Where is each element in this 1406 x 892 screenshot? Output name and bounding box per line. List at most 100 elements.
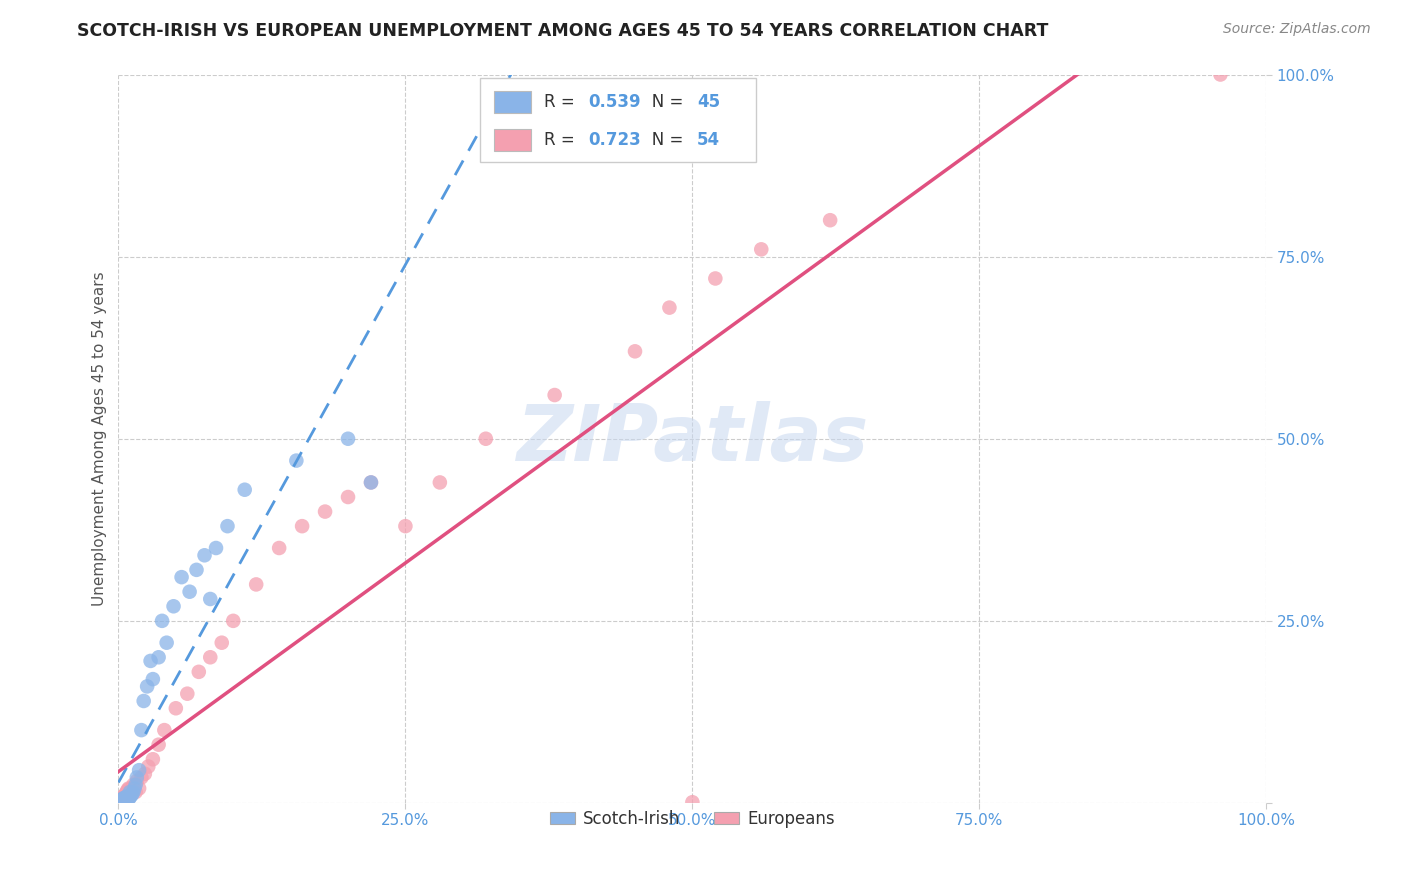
Point (117, 792, 139, 806)
Point (111, 792, 134, 806)
Point (200, 592, 222, 607)
Point (112, 790, 135, 805)
Point (291, 519, 314, 533)
Point (314, 505, 336, 519)
Point (117, 782, 139, 797)
Point (118, 789, 141, 803)
Point (474, 432, 496, 446)
Point (108, 795, 131, 809)
Point (429, 475, 451, 490)
Point (162, 599, 184, 614)
Text: N =: N = (636, 131, 689, 149)
Point (115, 785, 138, 799)
Point (111, 793, 134, 807)
Point (108, 794, 131, 808)
Point (818, 213, 841, 227)
Point (112, 793, 135, 807)
Text: 0.723: 0.723 (588, 131, 641, 149)
Point (112, 790, 135, 805)
Point (217, 519, 239, 533)
Point (124, 778, 146, 792)
Text: 45: 45 (697, 93, 720, 112)
Point (120, 785, 142, 799)
Point (128, 781, 150, 796)
Point (131, 771, 153, 785)
Point (131, 723, 153, 738)
Point (233, 483, 256, 497)
Point (624, 344, 647, 359)
Point (285, 453, 308, 467)
Point (142, 752, 165, 766)
Point (125, 774, 148, 789)
Point (1209, 68, 1232, 82)
Point (136, 680, 159, 694)
Point (124, 785, 146, 799)
Point (115, 793, 138, 807)
Point (269, 541, 291, 555)
Text: R =: R = (544, 131, 581, 149)
Point (110, 793, 132, 807)
Point (394, 519, 416, 533)
Point (337, 432, 360, 446)
Point (176, 687, 198, 701)
Point (200, 650, 222, 665)
Point (112, 791, 135, 805)
Point (112, 794, 135, 808)
Text: SCOTCH-IRISH VS EUROPEAN UNEMPLOYMENT AMONG AGES 45 TO 54 YEARS CORRELATION CHAR: SCOTCH-IRISH VS EUROPEAN UNEMPLOYMENT AM… (77, 22, 1049, 40)
Bar (479, 78, 755, 162)
Point (118, 790, 141, 805)
Point (111, 791, 134, 805)
Point (114, 792, 136, 806)
Point (245, 577, 267, 591)
Point (110, 795, 132, 809)
Point (110, 794, 132, 808)
Point (114, 793, 136, 807)
Point (117, 791, 139, 805)
Point (136, 759, 159, 773)
Point (360, 475, 382, 490)
Point (193, 549, 215, 563)
Point (115, 790, 138, 805)
Point (124, 781, 146, 796)
Bar (494, 129, 530, 151)
Point (112, 792, 135, 806)
Point (749, 243, 772, 257)
Point (211, 636, 233, 650)
Point (111, 794, 134, 808)
Point (114, 794, 136, 808)
Point (114, 787, 136, 801)
Point (179, 584, 201, 599)
Text: N =: N = (636, 93, 689, 112)
Point (360, 475, 382, 490)
Point (337, 490, 360, 504)
Point (112, 789, 135, 803)
Point (658, 301, 681, 315)
Text: R =: R = (544, 93, 581, 112)
Point (121, 787, 143, 801)
Point (222, 614, 245, 628)
Point (118, 792, 141, 806)
Point (118, 781, 141, 796)
Point (165, 701, 187, 715)
Point (681, 795, 703, 809)
Point (148, 738, 170, 752)
Point (150, 614, 173, 628)
Point (121, 781, 143, 796)
Point (122, 785, 145, 799)
Point (148, 650, 170, 665)
Point (125, 771, 148, 785)
Text: 54: 54 (697, 131, 720, 149)
Text: 0.539: 0.539 (588, 93, 641, 112)
Point (142, 672, 165, 686)
Point (120, 789, 142, 803)
Point (118, 785, 141, 799)
Point (156, 636, 179, 650)
Point (118, 790, 141, 805)
Point (205, 541, 228, 555)
Point (543, 388, 565, 402)
Point (108, 795, 131, 809)
Text: Source: ZipAtlas.com: Source: ZipAtlas.com (1223, 22, 1371, 37)
Point (112, 793, 135, 807)
Text: ZIPatlas: ZIPatlas (516, 401, 869, 476)
Point (122, 778, 145, 792)
